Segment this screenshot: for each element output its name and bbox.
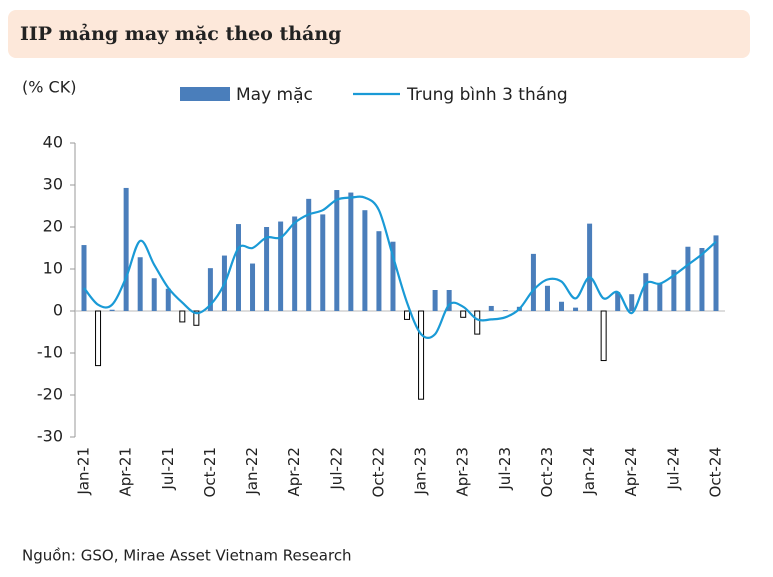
bar — [488, 305, 494, 311]
bar — [615, 292, 621, 311]
bar — [348, 192, 354, 311]
bar — [207, 268, 213, 311]
bar — [685, 246, 691, 311]
bar — [460, 310, 467, 318]
x-tick-label: Jul-23 — [496, 447, 514, 491]
title-box — [8, 10, 750, 58]
legend-label: Trung bình 3 tháng — [406, 85, 568, 105]
bar — [376, 231, 382, 311]
x-tick-label: Apr-22 — [285, 447, 303, 497]
bar — [671, 269, 677, 311]
bar — [362, 210, 368, 311]
y-tick-label: -30 — [37, 427, 63, 446]
x-tick-label: Jul-21 — [159, 447, 177, 491]
x-tick-label: Jan-21 — [75, 447, 93, 496]
x-tick-label: Jan-24 — [580, 447, 598, 496]
bar — [292, 216, 298, 311]
bar — [250, 263, 256, 311]
bar — [530, 253, 536, 311]
y-tick-label: 20 — [43, 217, 63, 236]
chart-title: IIP mảng may mặc theo tháng — [20, 23, 341, 45]
x-tick-label: Jul-24 — [664, 447, 682, 491]
y-axis-label: (% CK) — [22, 78, 76, 97]
bar — [600, 310, 607, 362]
bar — [418, 310, 425, 400]
bar — [446, 290, 452, 311]
x-tick-label: Apr-21 — [117, 447, 135, 497]
bar — [306, 198, 312, 311]
bar — [657, 283, 663, 311]
bar — [474, 310, 481, 335]
x-tick-label: Oct-23 — [538, 447, 556, 497]
x-tick-label: Oct-21 — [201, 447, 219, 497]
bar — [573, 307, 579, 311]
bar — [264, 227, 270, 311]
bar — [643, 273, 649, 311]
x-tick-label: Jan-22 — [243, 447, 261, 496]
bar — [151, 278, 157, 311]
x-tick-label: Jan-23 — [412, 447, 430, 496]
x-tick-label: Apr-23 — [454, 447, 472, 497]
x-tick-label: Apr-24 — [622, 447, 640, 497]
bar — [502, 310, 508, 311]
bar — [109, 309, 115, 311]
bar — [432, 290, 438, 311]
y-tick-label: -10 — [37, 343, 63, 362]
bar — [544, 285, 550, 311]
bar — [334, 190, 340, 311]
x-tick-label: Oct-22 — [369, 447, 387, 497]
bar — [165, 288, 171, 311]
bar — [404, 310, 411, 320]
bar — [587, 223, 593, 311]
bar — [95, 310, 102, 367]
legend-swatch — [180, 87, 230, 101]
y-tick-label: 40 — [43, 133, 63, 152]
bar — [123, 187, 129, 311]
bar — [713, 235, 719, 311]
bar — [390, 241, 396, 311]
x-tick-label: Oct-24 — [707, 447, 725, 497]
bar — [193, 310, 200, 326]
bar — [179, 310, 186, 323]
y-tick-label: -20 — [37, 385, 63, 404]
bar — [320, 214, 326, 311]
bar — [278, 221, 284, 311]
bar — [235, 224, 241, 311]
bar — [699, 248, 705, 311]
legend-label: May mặc — [236, 85, 313, 105]
bar — [137, 257, 143, 311]
y-tick-label: 10 — [43, 259, 63, 278]
bar — [81, 245, 87, 311]
y-tick-label: 0 — [53, 301, 63, 320]
bar — [629, 294, 635, 311]
x-tick-label: Jul-22 — [327, 447, 345, 491]
source: Nguồn: GSO, Mirae Asset Vietnam Research — [22, 547, 352, 565]
y-tick-label: 30 — [43, 175, 63, 194]
line — [83, 195, 717, 339]
bar — [559, 301, 565, 311]
